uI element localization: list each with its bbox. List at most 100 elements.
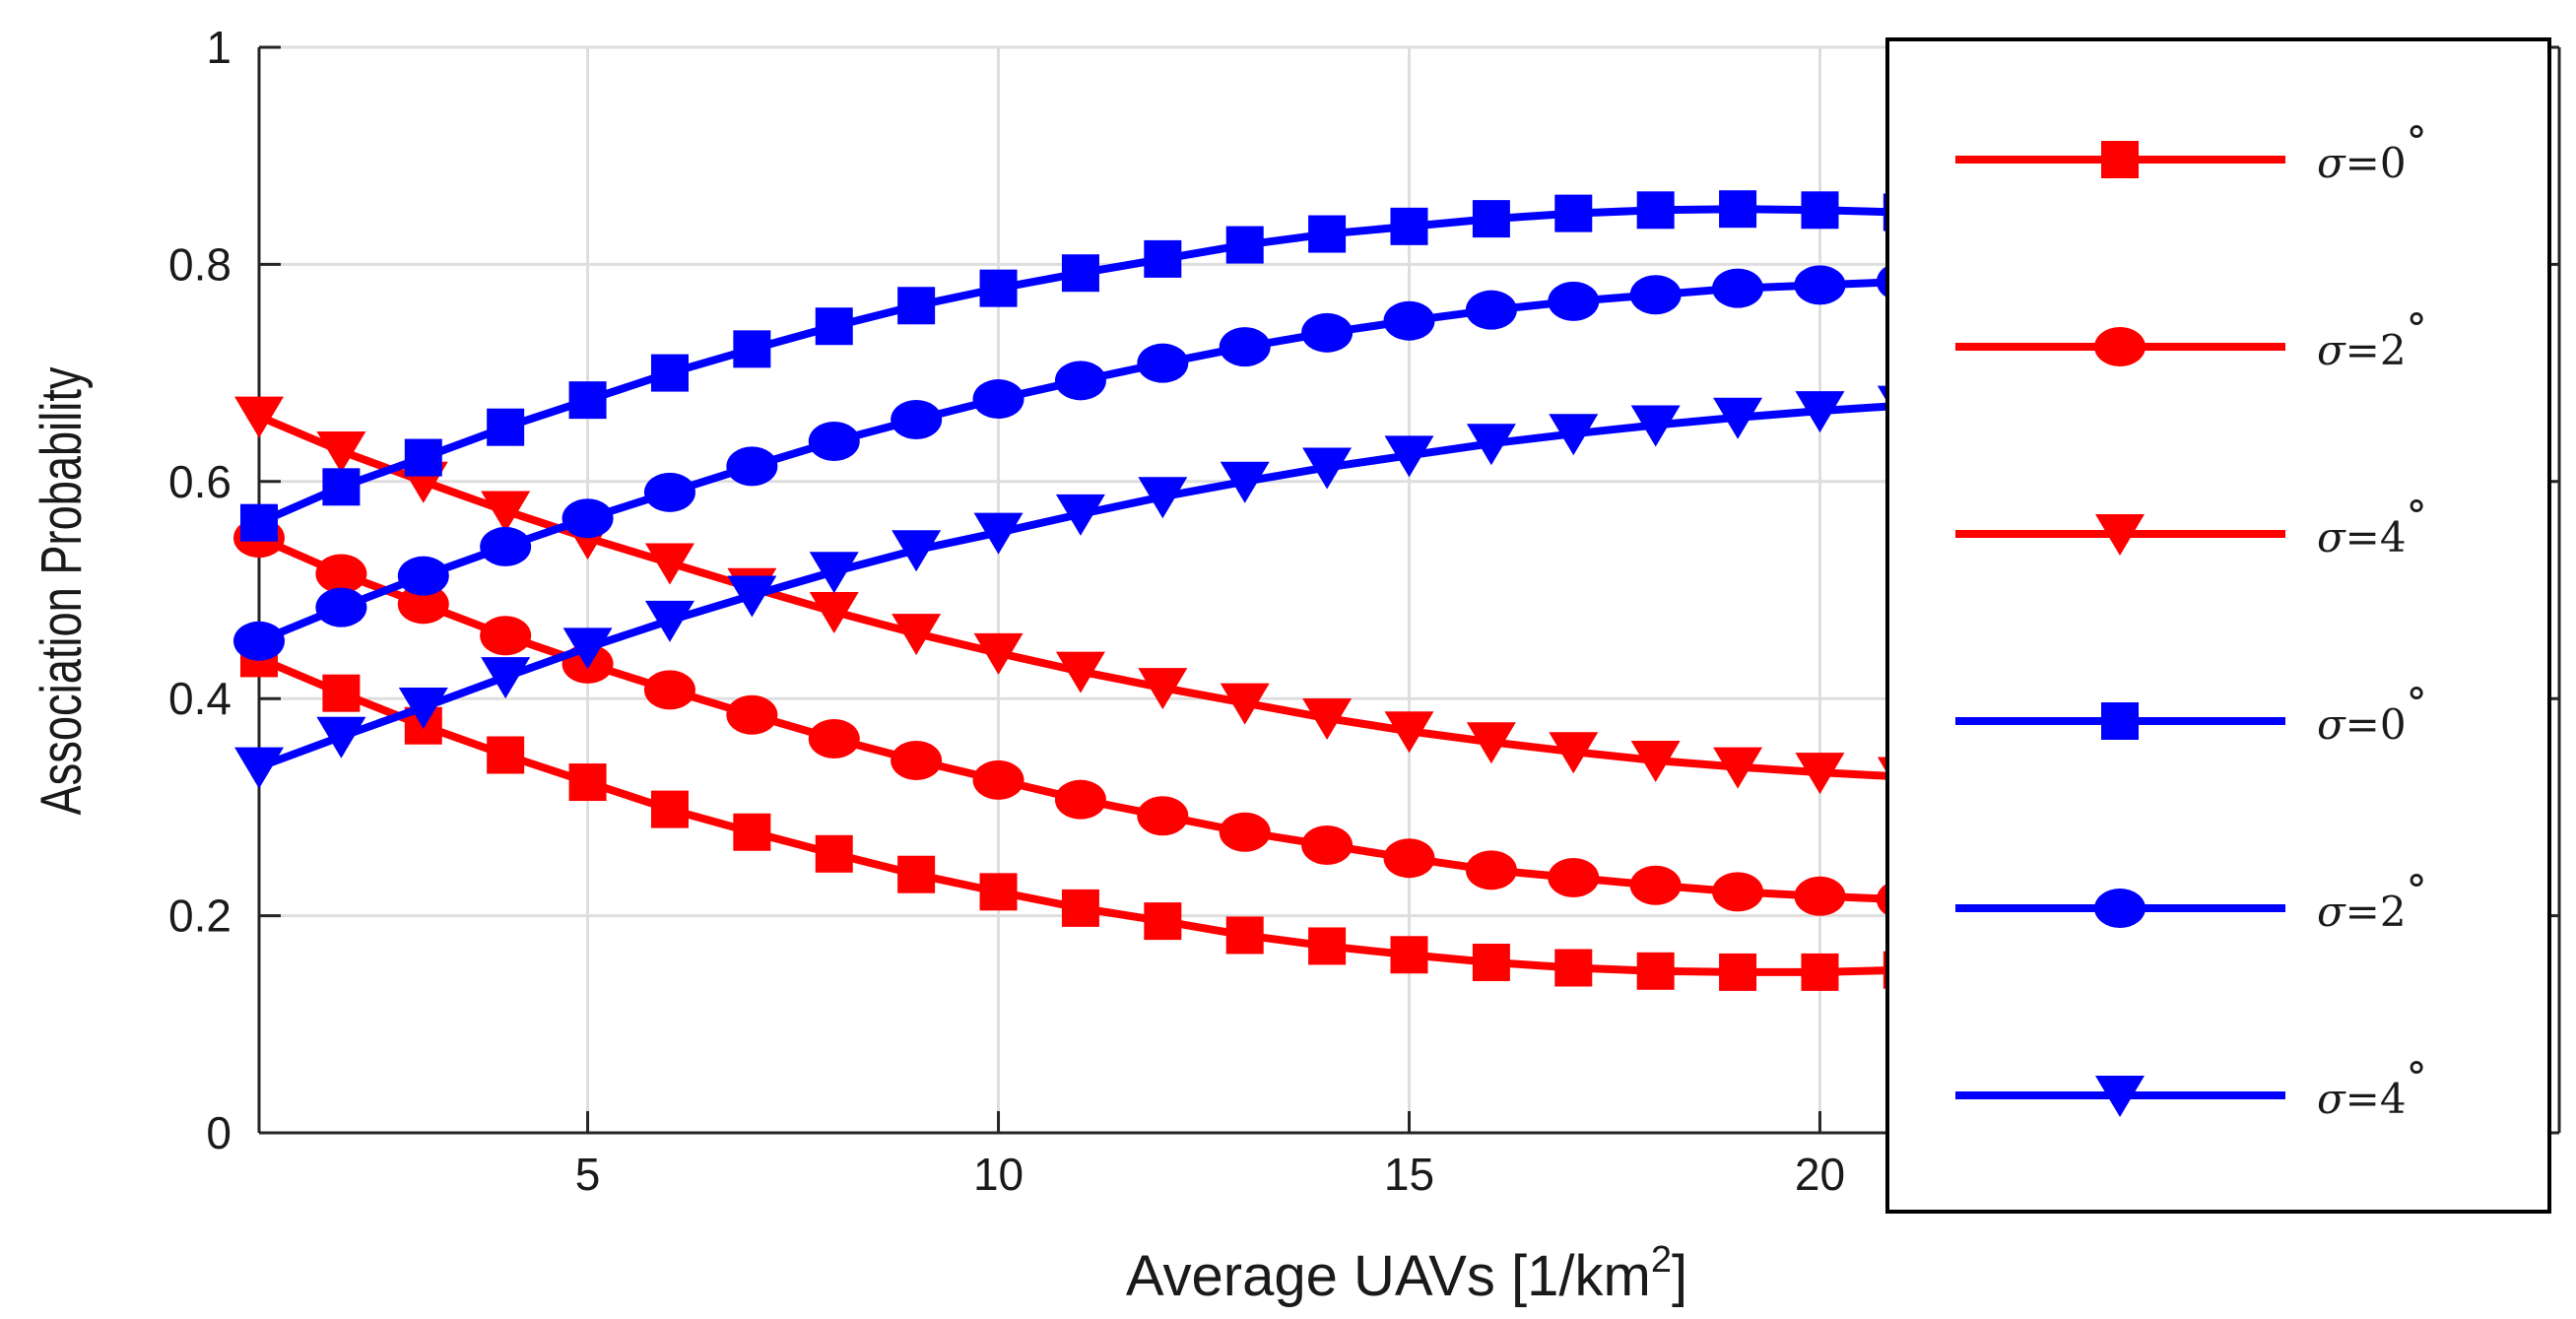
- data-point: [1795, 391, 1845, 433]
- data-point: [1636, 191, 1675, 230]
- data-point: [727, 575, 777, 618]
- data-point: [979, 873, 1018, 911]
- data-point: [1144, 239, 1182, 278]
- data-point: [1801, 191, 1839, 230]
- data-point: [487, 408, 525, 446]
- data-point: [1548, 858, 1600, 898]
- data-point: [561, 498, 614, 539]
- x-axis-title: Average UAVs [1/km2]: [1126, 1239, 1687, 1308]
- data-point: [1220, 461, 1270, 503]
- data-point: [1548, 281, 1600, 321]
- data-point: [1225, 226, 1264, 264]
- legend-symbol: σ: [2317, 326, 2346, 374]
- data-point: [1472, 200, 1510, 238]
- legend-degree: °: [2407, 679, 2427, 727]
- data-point: [1390, 936, 1428, 974]
- legend-marker: [2094, 889, 2146, 928]
- data-point: [1629, 275, 1682, 315]
- data-point: [1061, 889, 1099, 927]
- data-point: [1219, 812, 1271, 852]
- data-point: [1466, 424, 1516, 466]
- legend-item: σ=0°: [1955, 117, 2427, 187]
- data-point: [808, 422, 860, 462]
- data-point: [973, 512, 1024, 555]
- legend-degree: °: [2407, 492, 2427, 540]
- data-point: [972, 379, 1024, 420]
- legend-label: σ=2°: [2317, 866, 2427, 936]
- data-point: [1554, 194, 1593, 232]
- y-tick-label: 0.2: [168, 890, 231, 942]
- legend-item: σ=4°: [1955, 492, 2427, 561]
- legend-item: σ=4°: [1955, 1053, 2427, 1123]
- legend-value: =4: [2345, 1075, 2407, 1123]
- data-point: [972, 759, 1024, 800]
- data-point: [1308, 927, 1347, 965]
- legend-marker: [2101, 702, 2139, 740]
- y-tick-label: 0: [206, 1107, 231, 1158]
- legend-symbol: σ: [2317, 139, 2346, 187]
- legend-marker: [2095, 1076, 2145, 1117]
- data-point: [1630, 741, 1681, 783]
- legend-symbol: σ: [2317, 1075, 2346, 1123]
- data-point: [487, 736, 525, 774]
- data-point: [480, 616, 532, 656]
- data-point: [1712, 268, 1764, 308]
- legend-label: σ=2°: [2317, 304, 2427, 374]
- data-point: [1719, 953, 1757, 991]
- data-point: [322, 468, 361, 506]
- legend-label: σ=0°: [2317, 117, 2427, 187]
- data-point: [1466, 722, 1516, 764]
- y-tick-label: 0.4: [168, 673, 231, 724]
- data-point: [1308, 215, 1347, 253]
- legend-symbol: σ: [2317, 513, 2346, 561]
- data-point: [891, 399, 943, 439]
- data-point: [1144, 902, 1182, 941]
- legend-item: σ=2°: [1955, 866, 2427, 936]
- data-point: [1801, 953, 1839, 991]
- data-point: [1794, 265, 1846, 305]
- legend-label: σ=4°: [2317, 1053, 2427, 1123]
- series-6: [234, 385, 1927, 789]
- legend-box: [1885, 37, 2551, 1214]
- legend-degree: °: [2407, 866, 2427, 914]
- data-point: [234, 396, 284, 438]
- y-tick-label: 1: [206, 22, 231, 73]
- data-point: [240, 503, 278, 542]
- data-point: [1219, 327, 1271, 367]
- data-point: [1302, 698, 1353, 741]
- data-point: [1465, 850, 1517, 890]
- data-point: [1794, 876, 1846, 916]
- x-tick-label: 5: [575, 1149, 601, 1200]
- x-tick-label: 20: [1795, 1149, 1845, 1200]
- data-point: [1465, 290, 1517, 330]
- legend-symbol: σ: [2317, 700, 2346, 749]
- data-point: [1054, 361, 1106, 401]
- legend-value: =4: [2345, 513, 2407, 561]
- data-point: [643, 472, 695, 512]
- data-point: [1301, 824, 1354, 865]
- data-point: [234, 747, 284, 789]
- data-point: [726, 694, 778, 735]
- y-axis-title: Association Probability: [31, 366, 95, 815]
- legend: σ=0°σ=2°σ=4°σ=0°σ=2°σ=4°: [1885, 37, 2551, 1214]
- data-point: [562, 627, 613, 670]
- data-point: [809, 552, 859, 594]
- data-point: [404, 438, 442, 477]
- y-tick-label: 0.8: [168, 238, 231, 290]
- data-point: [481, 657, 531, 699]
- data-point: [1712, 872, 1764, 912]
- legend-label: σ=4°: [2317, 492, 2427, 561]
- data-point: [1713, 397, 1763, 439]
- data-point: [315, 587, 367, 627]
- data-point: [316, 430, 366, 473]
- data-point: [897, 855, 936, 893]
- legend-value: =0: [2345, 139, 2407, 187]
- data-point: [233, 621, 285, 661]
- data-point: [650, 354, 689, 392]
- y-tick-label: 0.6: [168, 456, 231, 507]
- data-point: [398, 688, 448, 730]
- series-5: [233, 262, 1928, 661]
- data-point: [480, 526, 532, 566]
- data-point: [726, 446, 778, 487]
